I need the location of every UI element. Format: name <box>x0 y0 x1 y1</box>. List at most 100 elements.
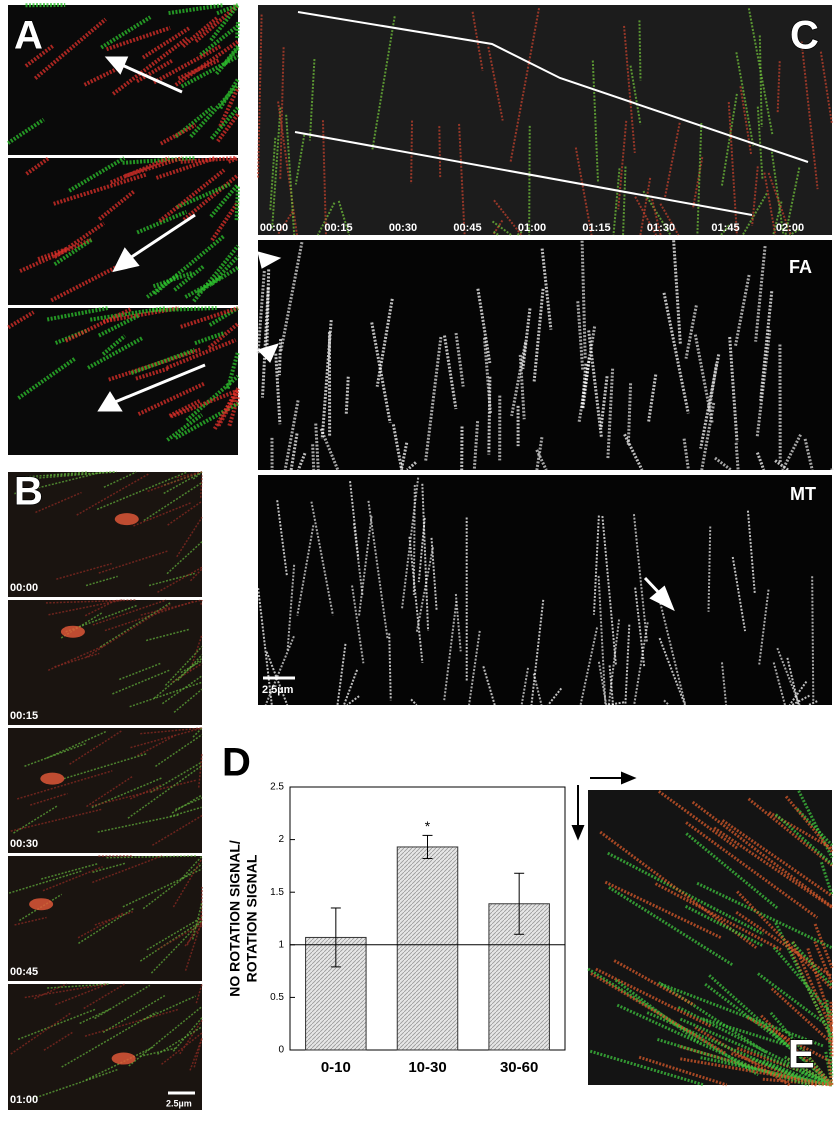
arrow-head <box>97 391 123 412</box>
texture-streak <box>173 688 203 713</box>
texture-streak <box>642 190 672 236</box>
texture-streak <box>408 536 424 663</box>
panel-label: E <box>788 1033 815 1077</box>
texture-streak <box>180 156 236 164</box>
y-axis-label: NO ROTATION SIGNAL/ <box>227 840 243 997</box>
texture-streak <box>788 680 808 706</box>
texture-streak <box>150 919 203 974</box>
texture-streak <box>98 550 169 574</box>
texture-streak <box>590 972 726 1055</box>
texture-streak <box>180 306 239 329</box>
texture-streak <box>103 471 137 488</box>
texture-streak <box>192 244 240 303</box>
texture-streak <box>528 125 531 236</box>
texture-streak <box>367 500 389 640</box>
trace-line <box>297 11 809 163</box>
texture-streak <box>145 273 179 299</box>
texture-streak <box>94 911 134 926</box>
texture-streak <box>129 681 203 708</box>
texture-streak <box>487 376 492 455</box>
texture-streak <box>693 334 714 423</box>
texture-streak <box>727 102 738 236</box>
texture-streak <box>800 41 819 190</box>
scale-label: 2.5µm <box>166 1098 192 1108</box>
texture-streak <box>145 628 190 642</box>
texture-streak <box>168 398 202 418</box>
texture-streak <box>142 863 203 910</box>
texture-streak <box>646 1011 812 1085</box>
texture-streak <box>208 306 240 327</box>
error-bar <box>422 834 433 860</box>
panel-label: D <box>222 741 251 785</box>
texture-streak <box>720 662 728 706</box>
texture-streak <box>735 52 755 147</box>
texture-streak <box>296 452 307 471</box>
texture-spot <box>111 1052 136 1065</box>
texture-streak <box>85 603 171 658</box>
micrograph <box>8 600 202 725</box>
texture-streak <box>789 228 801 236</box>
texture-streak <box>176 182 231 210</box>
texture-streak <box>421 483 430 632</box>
texture-streak <box>192 471 203 480</box>
texture-streak <box>656 1037 810 1087</box>
texture-streak <box>152 814 203 846</box>
texture-streak <box>161 675 203 705</box>
texture-streak <box>646 374 658 423</box>
texture-streak <box>721 819 833 898</box>
texture-streak <box>180 660 203 674</box>
texture-streak <box>321 120 327 236</box>
y-tick-label: 0.5 <box>270 992 284 1003</box>
texture-streak <box>311 444 316 471</box>
texture-streak <box>136 734 176 757</box>
texture-streak <box>680 1057 833 1087</box>
scale-label: 2.5µm <box>262 684 294 696</box>
texture-streak <box>200 599 203 605</box>
texture-streak <box>410 698 418 706</box>
texture-streak <box>493 230 500 236</box>
arrow <box>129 213 196 260</box>
texture-streak <box>276 210 294 236</box>
texture-streak <box>758 589 770 666</box>
arrow <box>114 363 206 404</box>
texture-streak <box>357 516 373 618</box>
texture-streak <box>92 862 126 873</box>
texture-streak <box>736 890 834 990</box>
texture-streak <box>85 1046 154 1081</box>
bar <box>396 846 459 1051</box>
texture-streak <box>163 471 203 486</box>
texture-streak <box>595 967 713 1029</box>
panel-label: A <box>14 14 43 58</box>
texture-streak <box>140 599 203 616</box>
time-label: 01:15 <box>582 222 610 234</box>
arrow-head <box>104 56 129 75</box>
texture-streak <box>172 1017 203 1052</box>
texture-streak <box>634 587 646 667</box>
texture-streak <box>412 485 416 596</box>
texture-streak <box>182 173 240 222</box>
texture-streak <box>351 585 365 664</box>
texture-streak <box>606 368 615 460</box>
texture-streak <box>35 491 82 514</box>
micrograph <box>258 5 832 235</box>
texture-streak <box>430 537 438 611</box>
texture-spot <box>29 898 54 911</box>
x-tick-label: 30-60 <box>500 1059 538 1076</box>
texture-streak <box>535 449 548 471</box>
texture-streak <box>784 795 834 853</box>
texture-streak <box>235 21 240 39</box>
texture-streak <box>155 734 203 768</box>
texture-streak <box>772 946 834 1016</box>
texture-streak <box>786 657 800 706</box>
texture-streak <box>733 274 751 348</box>
texture-streak <box>660 982 825 1048</box>
channel-label: FA <box>789 257 812 277</box>
texture-streak <box>264 635 295 706</box>
texture-streak <box>218 86 240 127</box>
texture-streak <box>150 761 203 793</box>
texture-streak <box>276 500 288 576</box>
texture-streak <box>371 16 396 151</box>
texture-streak <box>171 794 203 814</box>
texture-streak <box>417 517 426 583</box>
texture-streak <box>685 821 819 919</box>
